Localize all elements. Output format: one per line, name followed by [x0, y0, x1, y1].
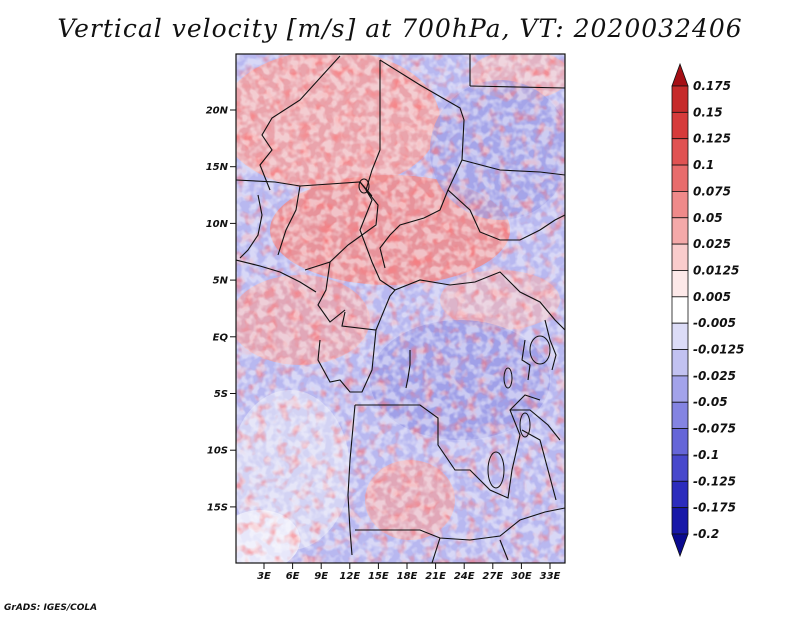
lat-tick-label: 10S [207, 446, 228, 457]
colorbar-segment [671, 270, 689, 298]
colorbar-label: -0.175 [693, 501, 736, 515]
lat-tick-label: 5S [214, 389, 228, 400]
lon-tick-label: 9E [314, 571, 328, 582]
lat-tick-label: 15S [207, 502, 228, 513]
lat-tick-label: 10N [206, 219, 229, 230]
colorbar-segment [671, 322, 689, 350]
colorbar-segment [671, 349, 689, 377]
lon-tick-label: 21E [425, 571, 446, 582]
lon-tick-label: 30E [511, 571, 532, 582]
colorbar-segment [671, 507, 689, 535]
colorbar-segment [671, 296, 689, 324]
lon-tick-label: 18E [397, 571, 418, 582]
colorbar-label: -0.0125 [693, 343, 744, 357]
colorbar-label: 0.0125 [693, 263, 739, 277]
colorbar-label: 0.1 [693, 158, 714, 172]
colorbar-label: -0.075 [693, 422, 736, 436]
grads-credit: GrADS: IGES/COLA [4, 603, 98, 613]
colorbar-label: 0.125 [693, 132, 731, 146]
colorbar-segment [671, 401, 689, 429]
map-frame [235, 53, 566, 564]
colorbar-segment [671, 243, 689, 271]
lon-tick-label: 15E [368, 571, 389, 582]
colorbar-top-triangle [671, 62, 689, 87]
colorbar-label: 0.075 [693, 184, 731, 198]
lakes [358, 178, 551, 489]
colorbar-segment [671, 375, 689, 403]
map-title: Vertical velocity [m/s] at 700hPa, VT: 2… [57, 14, 743, 43]
country-borders [236, 54, 565, 563]
colorbar-bottom-triangle [671, 533, 689, 558]
colorbar-segment [671, 428, 689, 456]
lon-tick-label: 33E [540, 571, 561, 582]
colorbar-label: 0.005 [693, 290, 731, 304]
lon-tick-label: 6E [286, 571, 300, 582]
colorbar-segment [671, 217, 689, 245]
lat-tick-label: 15N [206, 162, 229, 173]
colorbar-segment [671, 480, 689, 509]
colorbar-label: -0.2 [693, 527, 719, 541]
longitude-axis: 3E 6E 9E 12E 15E 18E 21E 24E 27E 30E 33E [257, 563, 561, 582]
lat-tick-label: EQ [213, 332, 229, 343]
lon-tick-label: 27E [482, 571, 503, 582]
lat-tick-label: 5N [213, 276, 229, 287]
latitude-axis: 20N 15N 10N 5N EQ 5S 10S 15S [206, 106, 236, 513]
colorbar-label: -0.05 [693, 395, 728, 409]
colorbar: 0.175 0.15 0.125 0.1 0.075 0.05 0.025 0.0125 0.0… [671, 62, 744, 558]
colorbar-label: 0.05 [693, 211, 723, 225]
colorbar-segment [671, 111, 689, 140]
colorbar-segment [671, 138, 689, 166]
velocity-field [236, 54, 565, 563]
lon-tick-label: 3E [257, 571, 271, 582]
colorbar-label: 0.175 [693, 79, 731, 93]
colorbar-label: 0.15 [693, 105, 723, 119]
colorbar-segment [671, 85, 689, 113]
lon-tick-label: 12E [339, 571, 360, 582]
lat-tick-label: 20N [206, 106, 229, 117]
colorbar-segment [671, 454, 689, 482]
colorbar-label: -0.025 [693, 369, 736, 383]
colorbar-segment [671, 164, 689, 192]
lon-tick-label: 24E [454, 571, 475, 582]
colorbar-label: -0.125 [693, 474, 736, 488]
colorbar-label: -0.1 [693, 448, 719, 462]
colorbar-label: 0.025 [693, 237, 731, 251]
colorbar-segment [671, 191, 689, 219]
colorbar-label: -0.005 [693, 316, 736, 330]
